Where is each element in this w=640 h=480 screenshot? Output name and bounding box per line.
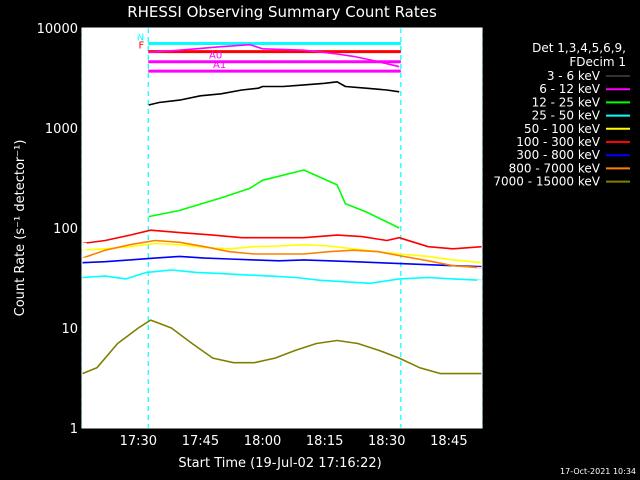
x-tick-label-1: 17:45 bbox=[182, 434, 219, 449]
legend-label-4: 50 - 100 keV bbox=[524, 122, 601, 136]
y-tick-label-0: 1 bbox=[70, 422, 78, 437]
legend-label-5: 100 - 300 keV bbox=[516, 135, 600, 149]
series-line-0 bbox=[148, 81, 400, 106]
legend-label-2: 12 - 25 keV bbox=[532, 95, 601, 109]
legend-label-0: 3 - 6 keV bbox=[547, 69, 601, 83]
series-line-1 bbox=[148, 43, 400, 68]
footer-timestamp: 17-Oct-2021 10:34 bbox=[560, 467, 636, 476]
x-tick-label-3: 18:15 bbox=[306, 434, 343, 449]
x-tick-label-4: 18:30 bbox=[368, 434, 405, 449]
legend-label-1: 6 - 12 keV bbox=[539, 82, 601, 96]
legend-label-6: 300 - 800 keV bbox=[516, 148, 600, 162]
chart-title: RHESSI Observing Summary Count Rates bbox=[127, 3, 437, 21]
x-tick-label-2: 18:00 bbox=[244, 434, 281, 449]
legend-label-7: 800 - 7000 keV bbox=[509, 161, 601, 175]
series-line-3 bbox=[82, 269, 483, 285]
x-axis-label: Start Time (19-Jul-02 17:16:22) bbox=[178, 456, 381, 471]
y-tick-label-3: 1000 bbox=[45, 122, 78, 137]
series-line-2 bbox=[148, 169, 400, 229]
legend-title-line-1: Det 1,3,4,5,6,9, bbox=[532, 41, 626, 55]
series-line-5 bbox=[82, 229, 483, 250]
series-line-8 bbox=[82, 319, 482, 375]
series-lines bbox=[82, 43, 483, 375]
series-line-7 bbox=[82, 239, 483, 269]
legend-label-3: 25 - 50 keV bbox=[532, 109, 601, 123]
y-tick-label-2: 100 bbox=[53, 222, 78, 237]
legend-title-line-2: FDecim 1 bbox=[569, 55, 626, 69]
x-tick-label-5: 18:45 bbox=[430, 434, 467, 449]
axis-ticks: 17:30 17:45 18:00 18:15 18:30 18:45 1 10 100 1000… bbox=[37, 22, 482, 449]
flag-label-2: A0 bbox=[209, 51, 222, 62]
series-line-4 bbox=[82, 242, 483, 264]
legend-label-8: 7000 - 15000 keV bbox=[493, 175, 600, 189]
flag-label-0: N bbox=[137, 32, 144, 43]
flag-label-1: F bbox=[138, 41, 144, 52]
y-tick-label-4: 10000 bbox=[37, 22, 78, 37]
x-tick-label-0: 17:30 bbox=[120, 434, 157, 449]
y-axis-label: Count Rate (s⁻¹ detector⁻¹) bbox=[13, 140, 28, 317]
flag-label-3: A1 bbox=[213, 60, 226, 71]
series-line-6 bbox=[82, 255, 483, 268]
y-tick-label-1: 10 bbox=[61, 322, 78, 337]
